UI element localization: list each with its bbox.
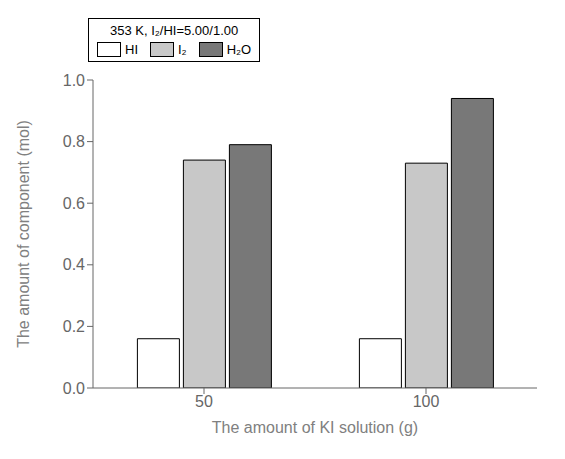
svg-text:0.4: 0.4 bbox=[63, 256, 85, 273]
svg-text:0.8: 0.8 bbox=[63, 133, 85, 150]
html-text:H₂O: H₂O bbox=[226, 42, 252, 57]
html-text:HI: HI bbox=[125, 42, 138, 57]
svg-text:0.6: 0.6 bbox=[63, 195, 85, 212]
svg-text:The amount of component (mol): The amount of component (mol) bbox=[15, 120, 32, 348]
svg-text:The amount of KI solution (g): The amount of KI solution (g) bbox=[212, 419, 418, 436]
svg-text:50: 50 bbox=[195, 393, 213, 410]
svg-text:0.2: 0.2 bbox=[63, 318, 85, 335]
svg-text:1.0: 1.0 bbox=[63, 72, 85, 89]
html-text:353 K, I₂/HI=5.00/1.00: 353 K, I₂/HI=5.00/1.00 bbox=[110, 23, 239, 38]
html-text:I₂: I₂ bbox=[178, 42, 187, 57]
svg-text:100: 100 bbox=[413, 393, 440, 410]
svg-text:0.0: 0.0 bbox=[63, 380, 85, 397]
